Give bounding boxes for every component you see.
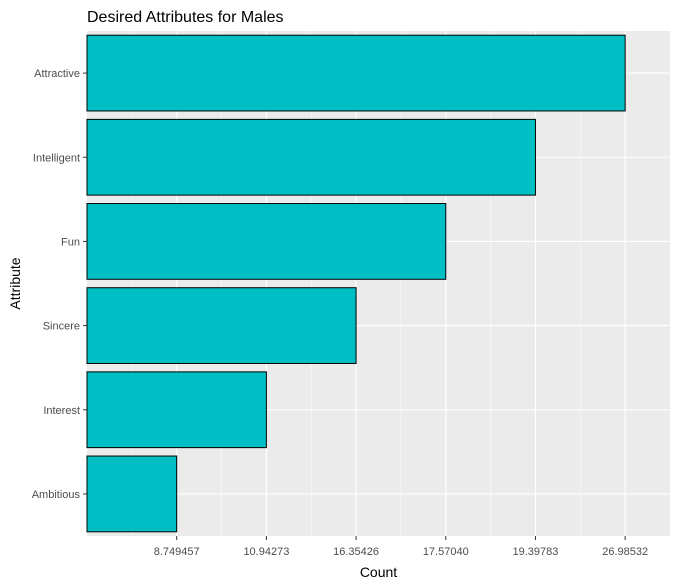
bar-interest	[86, 371, 267, 449]
x-axis-title: Count	[360, 564, 397, 580]
x-axis-ticks: 8.749457 10.94273 16.35426 17.57040 19.39783…	[154, 536, 648, 558]
bar-attractive	[86, 34, 626, 112]
y-axis-ticks: Attractive Intelligent Fun Sincere Interest A…	[32, 68, 87, 501]
y-tick-label: Ambitious	[32, 489, 81, 501]
x-tick-label: 16.35426	[333, 546, 379, 558]
y-tick-label: Interest	[43, 405, 80, 417]
y-axis-title: Attribute	[7, 257, 23, 309]
x-tick-label: 8.749457	[154, 546, 200, 558]
bar-intelligent	[86, 118, 536, 196]
bar-sincere	[86, 287, 357, 364]
y-tick-label: Intelligent	[33, 152, 80, 164]
x-tick-label: 26.98532	[602, 546, 648, 558]
x-tick-label: 19.39783	[513, 546, 559, 558]
x-tick-label: 10.94273	[243, 546, 289, 558]
bars	[86, 34, 626, 533]
y-tick-label: Sincere	[43, 321, 80, 333]
y-tick-label: Attractive	[34, 68, 80, 80]
plot-panel	[87, 31, 670, 536]
bar-ambitious	[86, 455, 178, 533]
y-tick-label: Fun	[61, 236, 80, 248]
chart-title: Desired Attributes for Males	[87, 9, 284, 26]
x-tick-label: 17.57040	[423, 546, 469, 558]
bar-fun	[86, 203, 447, 280]
